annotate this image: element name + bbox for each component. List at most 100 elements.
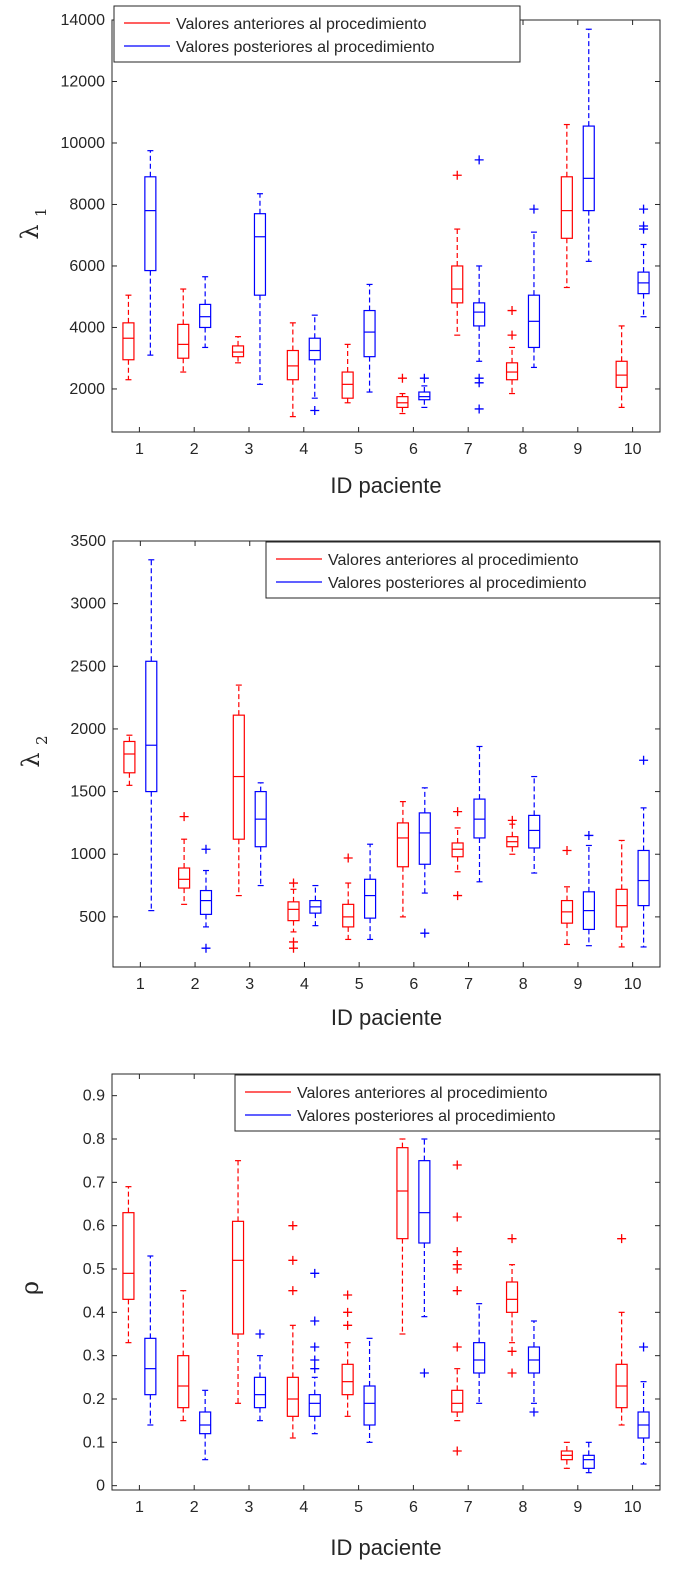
outlier-marker — [419, 1368, 429, 1378]
y-tick-label: 1000 — [70, 846, 106, 863]
x-tick-label: 7 — [464, 976, 473, 993]
x-tick-label: 5 — [355, 976, 364, 993]
box-antes-10 — [615, 325, 628, 409]
box-antes-8 — [506, 815, 519, 855]
x-tick-label: 8 — [519, 976, 528, 993]
box-despues-6 — [418, 1138, 431, 1378]
box-despues-3 — [253, 1329, 267, 1422]
box-antes-7 — [451, 170, 464, 336]
y-axis-symbol: λ — [16, 224, 44, 239]
outlier-marker — [343, 1290, 353, 1300]
plot-frame — [111, 19, 661, 433]
y-tick-label: 0.3 — [83, 1348, 105, 1365]
x-tick-label: 7 — [464, 441, 473, 458]
outlier-marker — [507, 1346, 517, 1356]
box-iqr — [341, 1363, 354, 1396]
legend-label: Valores anteriores al procedimiento — [176, 16, 427, 33]
box-iqr — [308, 1394, 321, 1417]
legend-label: Valores anteriores al procedimiento — [297, 1085, 548, 1102]
x-tick-label: 6 — [409, 441, 418, 458]
outlier-marker — [507, 815, 517, 825]
outlier-marker — [584, 830, 594, 840]
x-tick-label: 4 — [300, 976, 309, 993]
y-tick-label: 8000 — [69, 196, 105, 213]
box-despues-7 — [473, 155, 486, 414]
legend: Valores anteriores al procedimiento Valor… — [234, 1074, 661, 1132]
outlier-marker — [343, 853, 353, 863]
box-despues-3 — [254, 782, 267, 887]
x-axis-label: ID paciente — [330, 1535, 441, 1560]
outlier-marker — [289, 943, 299, 953]
box-despues-8 — [527, 204, 541, 369]
box-despues-2 — [199, 276, 212, 349]
outlier-marker — [310, 1364, 320, 1374]
x-tick-label: 6 — [409, 1499, 418, 1516]
box-iqr — [451, 265, 464, 304]
box-iqr — [308, 337, 321, 361]
y-tick-label: 0.7 — [83, 1174, 105, 1191]
box-iqr — [199, 303, 212, 329]
x-tick-label: 8 — [519, 441, 528, 458]
box-despues-1 — [144, 150, 157, 356]
box-antes-5 — [341, 1290, 354, 1417]
box-despues-6 — [418, 373, 431, 409]
box-antes-2 — [177, 1290, 190, 1422]
box-despues-9 — [582, 830, 595, 947]
outlier-marker — [562, 845, 572, 855]
box-despues-4 — [309, 884, 322, 927]
box-antes-3 — [231, 1160, 245, 1404]
panel-lambda2: 500 1000 1500 2000 2500 3000 3500 1 2 3 4 5 6 7 8 9 10 ID… — [17, 533, 661, 1030]
box-despues-1 — [144, 1255, 157, 1426]
outlier-marker — [201, 844, 211, 854]
outlier-marker — [288, 1286, 298, 1296]
box-despues-10 — [637, 755, 650, 948]
y-tick-label: 0 — [96, 1478, 105, 1495]
box-iqr — [144, 176, 157, 272]
x-tick-label: 1 — [136, 976, 145, 993]
outlier-marker — [639, 204, 649, 214]
box-antes-6 — [396, 801, 410, 918]
outlier-marker — [201, 943, 211, 953]
outlier-marker — [310, 1342, 320, 1352]
y-tick-label: 2500 — [70, 658, 106, 675]
box-iqr — [342, 903, 355, 928]
box-despues-8 — [528, 775, 541, 874]
outlier-marker — [452, 1260, 462, 1270]
box-antes-4 — [286, 322, 299, 418]
box-iqr — [253, 213, 267, 296]
outlier-marker — [310, 405, 320, 415]
outlier-marker — [474, 155, 484, 165]
legend: Valores anteriores al procedimiento Valor… — [265, 541, 661, 599]
y-axis-label: λ1 — [16, 207, 50, 239]
box-iqr — [473, 1342, 486, 1374]
box-iqr — [145, 660, 158, 793]
box-iqr — [122, 322, 135, 361]
x-tick-label: 10 — [624, 976, 642, 993]
outlier-marker — [288, 1221, 298, 1231]
y-axis-label: λ2 — [17, 735, 51, 767]
y-axis-symbol: λ — [17, 752, 45, 767]
outlier-marker — [529, 1407, 539, 1417]
legend-box — [265, 541, 661, 599]
y-tick-label: 0.8 — [83, 1131, 105, 1148]
box-iqr — [396, 1147, 409, 1240]
y-tick-label: 0.4 — [83, 1304, 105, 1321]
box-despues-5 — [363, 283, 376, 393]
x-tick-label: 2 — [190, 1499, 199, 1516]
y-tick-label: 3000 — [70, 596, 106, 613]
box-iqr — [231, 345, 245, 358]
box-antes-4 — [286, 1221, 299, 1439]
box-antes-7 — [451, 807, 464, 901]
box-iqr — [363, 878, 377, 919]
x-tick-label: 5 — [354, 441, 363, 458]
box-iqr — [582, 125, 595, 212]
x-tick-label: 9 — [573, 1499, 582, 1516]
box-despues-7 — [473, 1303, 486, 1404]
box-despues-8 — [527, 1320, 541, 1417]
outlier-marker — [507, 1368, 517, 1378]
legend: Valores anteriores al procedimiento Valor… — [113, 5, 521, 63]
legend-label: Valores anteriores al procedimiento — [328, 552, 579, 569]
y-axis-label: ρ — [16, 1281, 44, 1295]
box-antes-8 — [505, 1234, 519, 1378]
